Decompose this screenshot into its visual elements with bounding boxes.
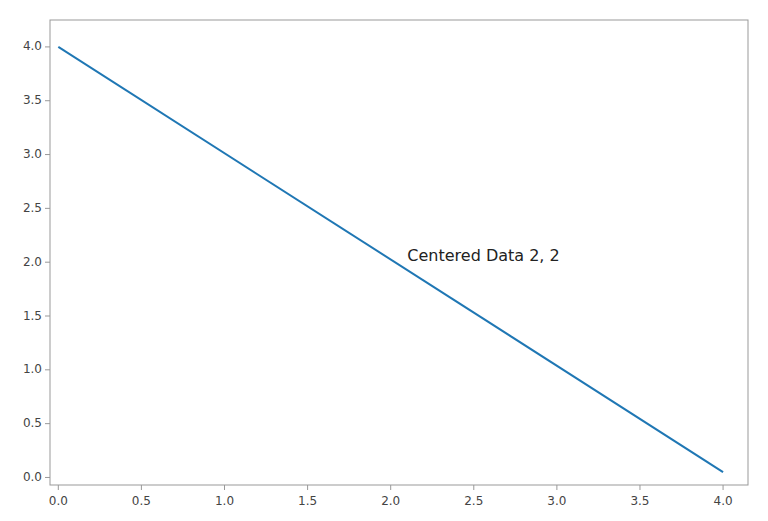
tick-label: 2.0 [381, 494, 400, 508]
tick-label: 4.0 [714, 494, 733, 508]
tick-label: 1.5 [298, 494, 317, 508]
tick-label: 2.5 [464, 494, 483, 508]
chart-container: 0.0 0.5 1.0 1.5 2.0 2.5 3.0 3.5 4.0 0.0 0.5 1.0 1.5 2… [0, 0, 768, 521]
axes: 0.0 0.5 1.0 1.5 2.0 2.5 3.0 3.5 4.0 0.0 0.5 1.0 1.5 2… [23, 39, 733, 508]
tick-label: 1.5 [23, 309, 42, 323]
tick-mark [224, 485, 225, 490]
tick-label: 3.5 [630, 494, 649, 508]
tick-mark [45, 100, 50, 101]
tick-label: 0.0 [49, 494, 68, 508]
tick-label: 3.5 [23, 93, 42, 107]
annotation: Centered Data 2, 2 [407, 246, 559, 265]
plot-frame [50, 20, 748, 485]
chart: 0.0 0.5 1.0 1.5 2.0 2.5 3.0 3.5 4.0 0.0 0.5 1.0 1.5 2… [0, 0, 768, 521]
tick-mark [45, 154, 50, 155]
tick-mark [723, 485, 724, 490]
tick-mark [639, 485, 640, 490]
tick-label: 2.0 [23, 255, 42, 269]
tick-mark [58, 485, 59, 490]
tick-label: 3.0 [23, 147, 42, 161]
data-line [58, 47, 723, 472]
tick-mark [141, 485, 142, 490]
tick-mark [307, 485, 308, 490]
tick-label: 2.5 [23, 201, 42, 215]
tick-mark [45, 262, 50, 263]
tick-mark [45, 477, 50, 478]
tick-mark [556, 485, 557, 490]
tick-label: 0.0 [23, 470, 42, 484]
tick-label: 0.5 [132, 494, 151, 508]
plot-area [58, 47, 723, 472]
tick-label: 3.0 [547, 494, 566, 508]
tick-mark [45, 208, 50, 209]
tick-label: 1.0 [23, 362, 42, 376]
tick-mark [45, 369, 50, 370]
tick-mark [473, 485, 474, 490]
tick-label: 0.5 [23, 416, 42, 430]
tick-label: 4.0 [23, 39, 42, 53]
annotations: Centered Data 2, 2 [407, 246, 559, 265]
tick-mark [45, 316, 50, 317]
tick-mark [45, 423, 50, 424]
tick-mark [45, 46, 50, 47]
tick-mark [390, 485, 391, 490]
tick-label: 1.0 [215, 494, 234, 508]
